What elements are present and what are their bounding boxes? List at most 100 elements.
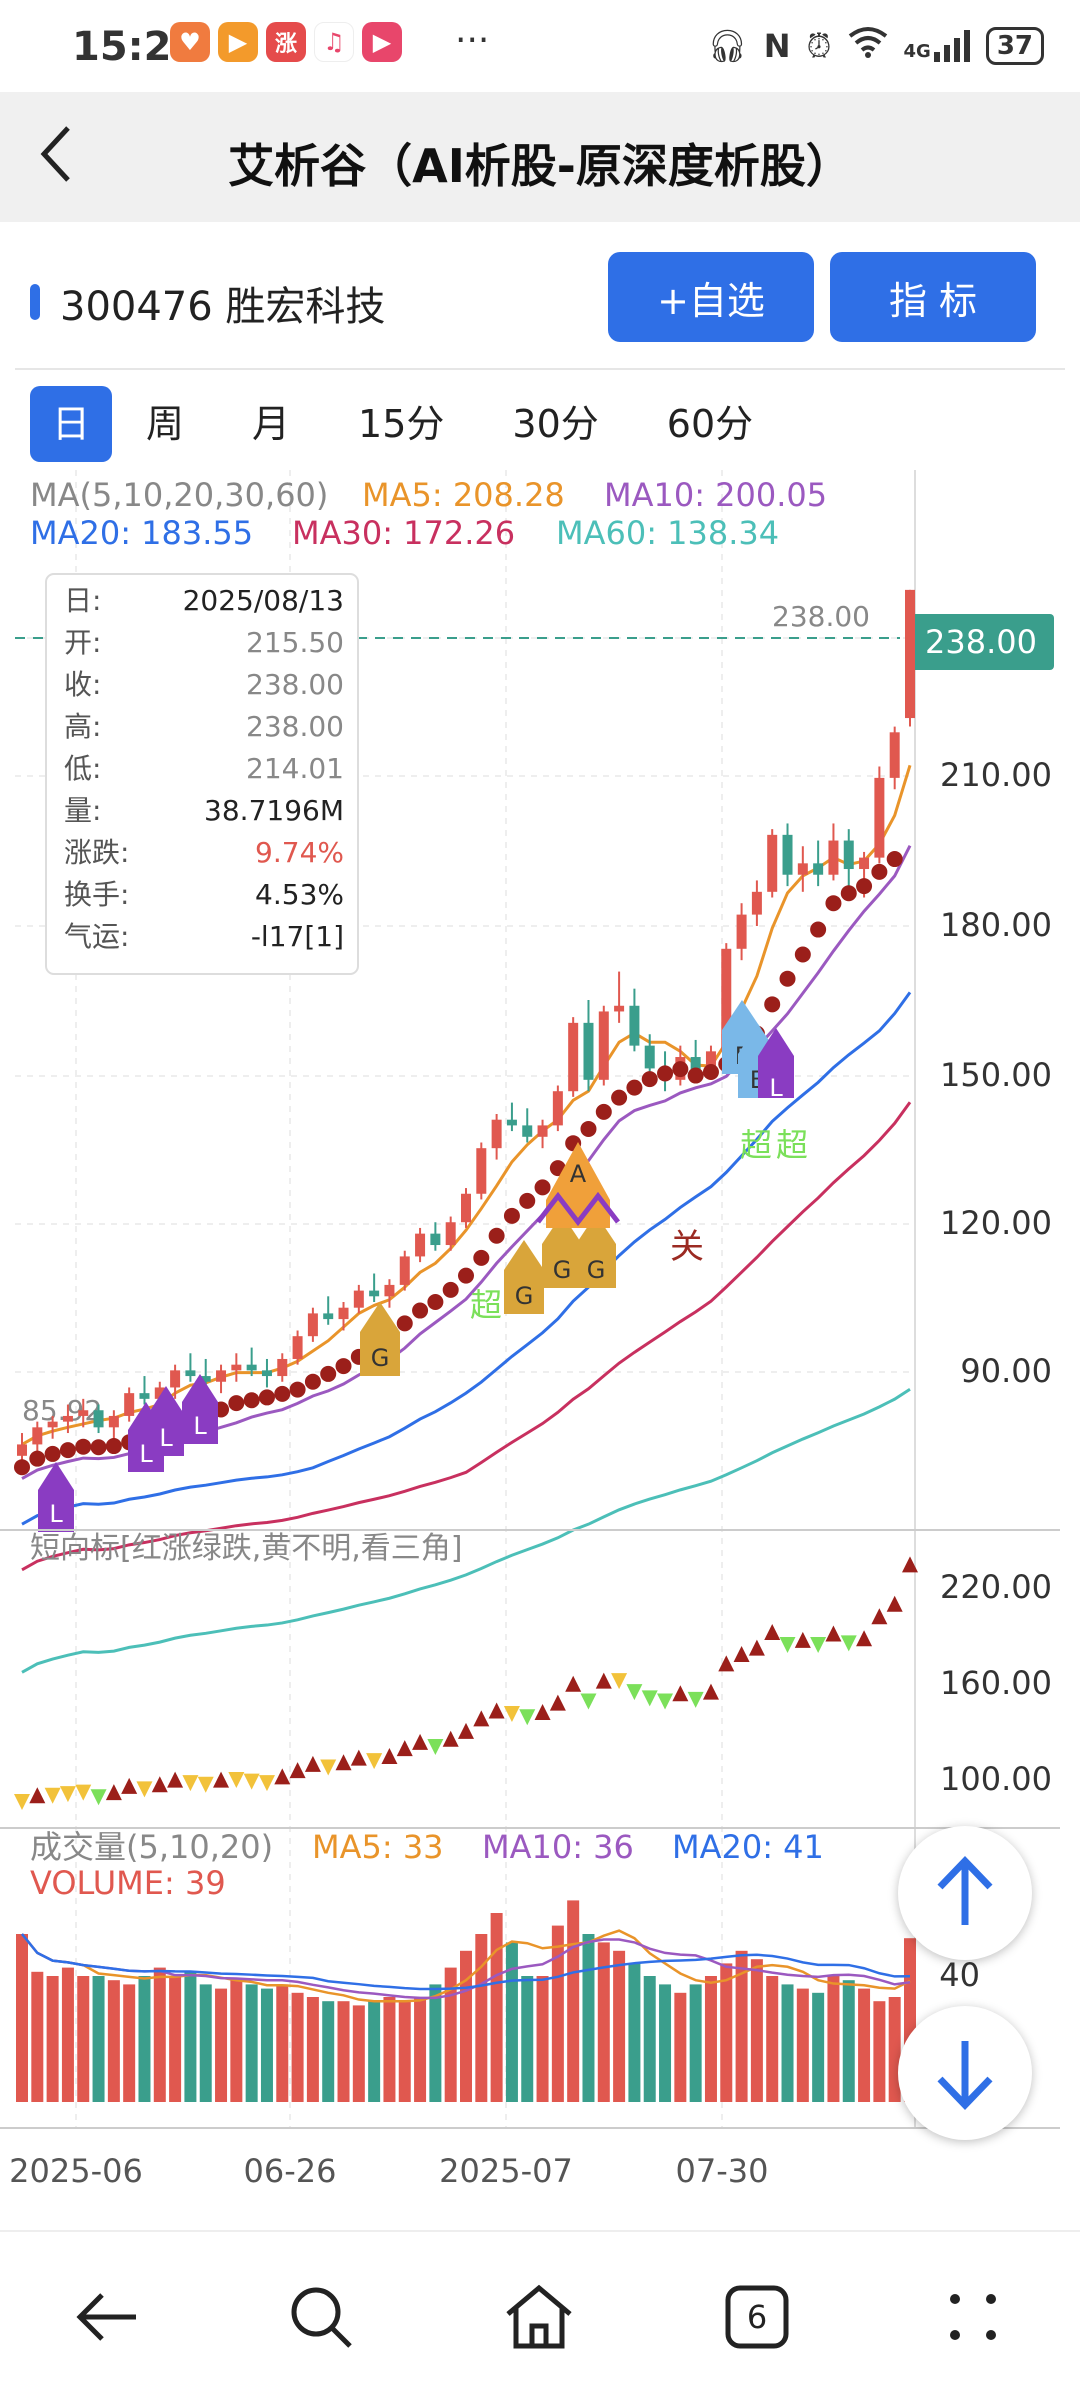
tab-30min[interactable]: 30分 (512, 402, 599, 446)
candle-body (889, 732, 900, 778)
short-triangle (840, 1635, 857, 1652)
tab-month[interactable]: 月 (252, 402, 291, 446)
nav-back-button[interactable] (62, 2272, 152, 2362)
nav-home-button[interactable] (494, 2272, 584, 2362)
status-bar: 15:25 ♥ ▶ 涨 ♫ ▶ ··· 🎧︎ N ⏰︎ 4G 37 (0, 0, 1080, 92)
tab-day[interactable]: 日 (30, 386, 113, 462)
app-heart-icon: ♥ (170, 22, 210, 62)
candle-body (568, 1022, 579, 1092)
candle-body (721, 948, 732, 1052)
tab-week[interactable]: 周 (146, 402, 185, 446)
tab-60min[interactable]: 60分 (666, 402, 754, 446)
short-triangle (702, 1683, 719, 1700)
volume-bar (429, 1984, 442, 2102)
network-type: 4G (903, 41, 931, 62)
candle-body (537, 1125, 548, 1137)
volume-bar (720, 1963, 733, 2102)
date-tick: 2025-07 (439, 2152, 573, 2190)
volume-bar (245, 1984, 258, 2102)
signal-g-marker: G (542, 1214, 582, 1288)
info-key: 涨跌: (64, 836, 129, 869)
signal-dot (779, 970, 796, 987)
info-value: 4.53% (255, 878, 344, 911)
short-triangle (764, 1623, 781, 1640)
scroll-up-button[interactable] (898, 1826, 1032, 1960)
nav-tabs-button[interactable]: 6 (712, 2272, 802, 2362)
signal-dot (611, 1089, 628, 1106)
short-triangle (381, 1748, 398, 1765)
short-triangle (412, 1733, 429, 1750)
short-triangle (136, 1781, 153, 1798)
candle-body (108, 1415, 119, 1428)
volume-bar (873, 2001, 886, 2102)
ohlc-info-box: 日: 2025/08/13 开: 215.50 收: 238.00 高: 238.00 低: 21… (45, 573, 359, 975)
signal-dot (90, 1439, 107, 1456)
volume-bar (842, 1980, 855, 2102)
volume-bar (536, 1976, 549, 2102)
stock-chart[interactable]: MA(5,10,20,30,60) MA5: 208.28 MA10: 200.… (0, 470, 1080, 2200)
signal-dot (840, 885, 857, 902)
volume-bar (750, 1959, 763, 2102)
status-app-icons: ♥ ▶ 涨 ♫ ▶ (170, 22, 402, 62)
short-triangle (243, 1773, 260, 1790)
short-triangle (335, 1754, 352, 1771)
candle-body (399, 1256, 410, 1285)
date-tick: 06-26 (244, 2152, 337, 2190)
arrow-down-icon (937, 2041, 993, 2111)
candle-body (874, 777, 885, 858)
indicator-button[interactable]: 指 标 (830, 252, 1036, 342)
volume-bars (16, 1900, 916, 2102)
short-triangle (366, 1753, 383, 1770)
signal-dot (258, 1389, 275, 1406)
candle-body (828, 840, 839, 875)
volume-bar (322, 2001, 335, 2102)
svg-text:G: G (371, 1344, 390, 1372)
candle-body (124, 1393, 135, 1416)
short-triangle (519, 1709, 536, 1726)
short-triangle (442, 1730, 459, 1747)
volume-bar (597, 1942, 610, 2102)
signal-dot (105, 1438, 122, 1455)
volume-bar (107, 1980, 120, 2102)
info-value: 214.01 (246, 752, 344, 785)
nav-search-button[interactable] (276, 2272, 366, 2362)
candle-body (476, 1148, 487, 1194)
volume-bar (92, 1976, 105, 2102)
short-triangle (427, 1739, 444, 1756)
short-triangle (657, 1693, 674, 1710)
candle-body (292, 1336, 303, 1359)
short-panel-title: 短向标[红涨绿跌,黄不明,看三角] (30, 1531, 462, 1566)
info-key: 收: (64, 668, 101, 701)
search-icon (291, 2287, 352, 2348)
volume-panel-title: 成交量(5,10,20) (30, 1828, 273, 1866)
short-triangle (733, 1645, 750, 1662)
add-watchlist-button[interactable]: +自选 (608, 252, 814, 342)
signal-g-marker: G (576, 1214, 616, 1288)
svg-text:A: A (570, 1160, 587, 1188)
date-tick: 07-30 (676, 2152, 769, 2190)
arrow-up-icon (937, 1855, 993, 1925)
short-triangle (90, 1789, 107, 1806)
tabs-icon (725, 2285, 789, 2349)
wifi-icon (848, 26, 888, 66)
candle-body (62, 1415, 73, 1422)
candle-body (323, 1313, 334, 1320)
nav-menu-button[interactable] (928, 2272, 1018, 2362)
short-triangle (396, 1740, 413, 1757)
short-triangle (182, 1775, 199, 1792)
volume-bar (199, 1984, 212, 2102)
candle-body (736, 914, 747, 949)
price-tick: 180.00 (940, 906, 1052, 944)
svg-text:L: L (159, 1424, 173, 1452)
short-triangle (672, 1685, 689, 1702)
volume-bar (352, 2005, 365, 2102)
short-triangle (825, 1625, 842, 1642)
ma-legend-label: MA(5,10,20,30,60) (30, 476, 328, 514)
scroll-down-button[interactable] (898, 2006, 1032, 2140)
back-button[interactable] (30, 114, 80, 210)
volume-bar (582, 1934, 595, 2102)
signal-dot (488, 1227, 505, 1244)
candle-body (797, 863, 808, 875)
signal-l-marker: L (148, 1386, 184, 1456)
tab-15min[interactable]: 15分 (358, 402, 445, 446)
